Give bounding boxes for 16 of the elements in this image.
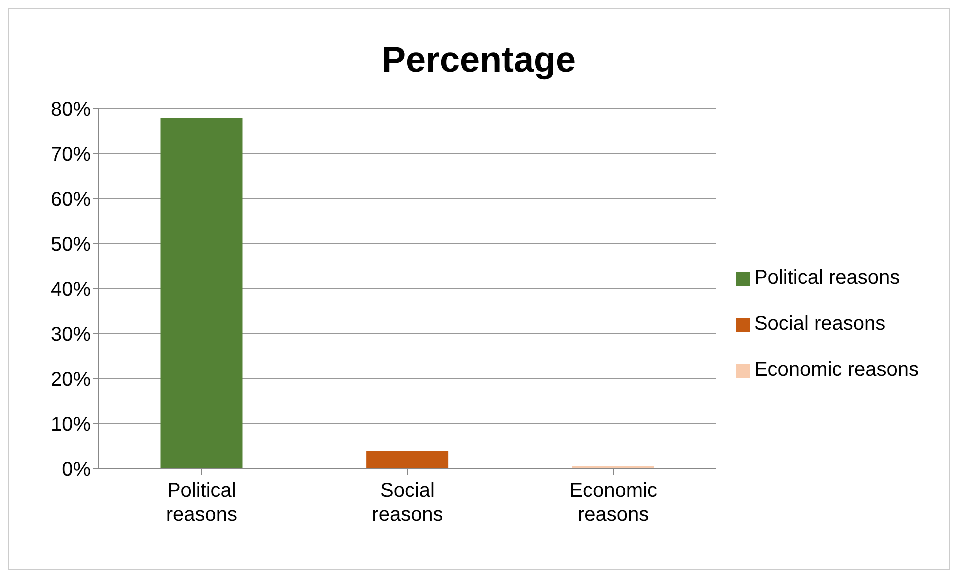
y-tick-label: 80% <box>50 99 92 122</box>
y-tick-label: 20% <box>50 369 92 392</box>
x-tick-label: Social reasons <box>372 480 444 526</box>
chart-title: Percentage <box>380 39 578 82</box>
y-tick-label: 40% <box>50 279 92 302</box>
y-tick-label: 50% <box>50 234 92 256</box>
y-tick-label: 0% <box>62 459 92 482</box>
y-tick-label: 60% <box>50 189 92 212</box>
legend-label: Political reasons <box>754 267 900 289</box>
legend-label: Economic reasons <box>754 359 919 381</box>
legend-label: Social reasons <box>754 313 886 335</box>
y-tick-label: 10% <box>50 414 92 436</box>
x-tick-label: Economic reasons <box>570 480 658 526</box>
x-tick-label: Political reasons <box>166 480 238 526</box>
y-tick-label: 30% <box>50 324 92 346</box>
y-tick-label: 70% <box>50 144 92 166</box>
